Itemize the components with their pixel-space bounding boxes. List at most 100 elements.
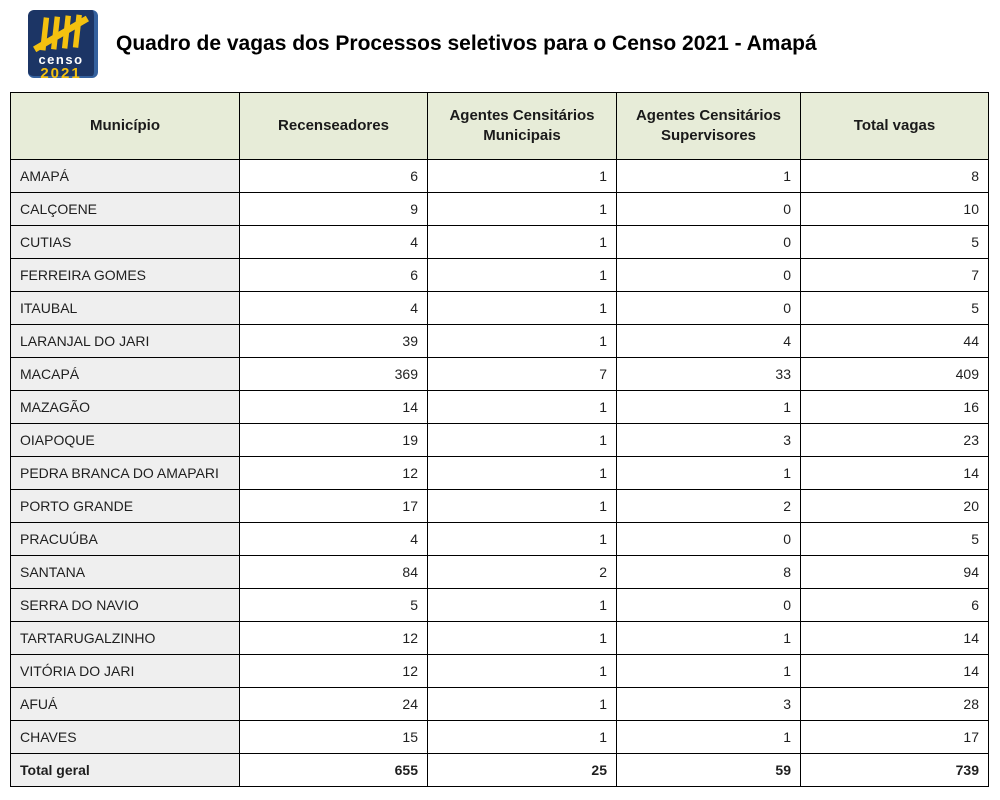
- logo-year-text: 2021: [40, 65, 82, 82]
- municipality-cell: PRACUÚBA: [10, 522, 240, 556]
- value-cell: 6: [800, 588, 989, 622]
- value-cell: 1: [616, 654, 801, 688]
- value-cell: 1: [616, 159, 801, 193]
- municipality-cell: AMAPÁ: [10, 159, 240, 193]
- value-cell: 4: [239, 522, 428, 556]
- table-row: ITAUBAL 4 1 0 5: [10, 291, 989, 325]
- value-cell: 0: [616, 291, 801, 325]
- value-cell: 4: [616, 324, 801, 358]
- municipality-cell: CHAVES: [10, 720, 240, 754]
- table-row: SANTANA 84 2 8 94: [10, 555, 989, 589]
- page-title: Quadro de vagas dos Processos seletivos …: [116, 32, 817, 55]
- vacancies-table: Município Recenseadores Agentes Censitár…: [10, 92, 989, 787]
- value-cell: 1: [427, 423, 617, 457]
- value-cell: 7: [800, 258, 989, 292]
- value-cell: 1: [427, 324, 617, 358]
- value-cell: 5: [239, 588, 428, 622]
- header-row: Município Recenseadores Agentes Censitár…: [10, 92, 989, 160]
- municipality-cell: MAZAGÃO: [10, 390, 240, 424]
- value-cell: 20: [800, 489, 989, 523]
- value-cell: 12: [239, 621, 428, 655]
- logo-censo-text: censo: [38, 52, 84, 67]
- table-row: FERREIRA GOMES 6 1 0 7: [10, 258, 989, 292]
- municipality-cell: OIAPOQUE: [10, 423, 240, 457]
- column-header-agentes-supervisores: Agentes Censitários Supervisores: [616, 92, 801, 160]
- total-value-cell: 59: [616, 753, 801, 787]
- censo-2021-logo: censo 2021: [28, 10, 98, 82]
- value-cell: 1: [427, 720, 617, 754]
- column-header-total-vagas: Total vagas: [800, 92, 989, 160]
- value-cell: 5: [800, 291, 989, 325]
- value-cell: 14: [800, 456, 989, 490]
- table-row: LARANJAL DO JARI 39 1 4 44: [10, 324, 989, 358]
- table-row: CHAVES 15 1 1 17: [10, 720, 989, 754]
- value-cell: 1: [427, 456, 617, 490]
- value-cell: 17: [239, 489, 428, 523]
- value-cell: 1: [427, 522, 617, 556]
- value-cell: 44: [800, 324, 989, 358]
- value-cell: 6: [239, 159, 428, 193]
- value-cell: 23: [800, 423, 989, 457]
- total-value-cell: 739: [800, 753, 989, 787]
- value-cell: 14: [800, 621, 989, 655]
- value-cell: 94: [800, 555, 989, 589]
- value-cell: 6: [239, 258, 428, 292]
- column-header-agentes-municipais: Agentes Censitários Municipais: [427, 92, 617, 160]
- total-label-cell: Total geral: [10, 753, 240, 787]
- municipality-cell: LARANJAL DO JARI: [10, 324, 240, 358]
- table-row: PRACUÚBA 4 1 0 5: [10, 522, 989, 556]
- value-cell: 409: [800, 357, 989, 391]
- total-row: Total geral 655 25 59 739: [10, 753, 989, 787]
- value-cell: 1: [427, 489, 617, 523]
- value-cell: 1: [427, 159, 617, 193]
- table-row: MAZAGÃO 14 1 1 16: [10, 390, 989, 424]
- value-cell: 1: [427, 258, 617, 292]
- value-cell: 0: [616, 225, 801, 259]
- value-cell: 0: [616, 258, 801, 292]
- value-cell: 4: [239, 291, 428, 325]
- value-cell: 1: [427, 390, 617, 424]
- value-cell: 9: [239, 192, 428, 226]
- value-cell: 1: [616, 621, 801, 655]
- value-cell: 15: [239, 720, 428, 754]
- page-header: censo 2021 Quadro de vagas dos Processos…: [0, 0, 1000, 82]
- municipality-cell: CUTIAS: [10, 225, 240, 259]
- table-row: TARTARUGALZINHO 12 1 1 14: [10, 621, 989, 655]
- total-value-cell: 25: [427, 753, 617, 787]
- value-cell: 3: [616, 423, 801, 457]
- municipality-cell: TARTARUGALZINHO: [10, 621, 240, 655]
- municipality-cell: PORTO GRANDE: [10, 489, 240, 523]
- value-cell: 14: [239, 390, 428, 424]
- value-cell: 10: [800, 192, 989, 226]
- value-cell: 1: [427, 654, 617, 688]
- value-cell: 4: [239, 225, 428, 259]
- value-cell: 5: [800, 522, 989, 556]
- value-cell: 0: [616, 522, 801, 556]
- table-row: AMAPÁ 6 1 1 8: [10, 159, 989, 193]
- table-row: MACAPÁ 369 7 33 409: [10, 357, 989, 391]
- municipality-cell: CALÇOENE: [10, 192, 240, 226]
- municipality-cell: PEDRA BRANCA DO AMAPARI: [10, 456, 240, 490]
- value-cell: 28: [800, 687, 989, 721]
- value-cell: 84: [239, 555, 428, 589]
- value-cell: 2: [427, 555, 617, 589]
- total-value-cell: 655: [239, 753, 428, 787]
- value-cell: 7: [427, 357, 617, 391]
- value-cell: 0: [616, 588, 801, 622]
- value-cell: 2: [616, 489, 801, 523]
- value-cell: 16: [800, 390, 989, 424]
- value-cell: 1: [427, 621, 617, 655]
- value-cell: 5: [800, 225, 989, 259]
- value-cell: 369: [239, 357, 428, 391]
- municipality-cell: SANTANA: [10, 555, 240, 589]
- table-row: SERRA DO NAVIO 5 1 0 6: [10, 588, 989, 622]
- value-cell: 14: [800, 654, 989, 688]
- value-cell: 3: [616, 687, 801, 721]
- value-cell: 1: [616, 390, 801, 424]
- value-cell: 8: [616, 555, 801, 589]
- municipality-cell: MACAPÁ: [10, 357, 240, 391]
- value-cell: 8: [800, 159, 989, 193]
- municipality-cell: VITÓRIA DO JARI: [10, 654, 240, 688]
- value-cell: 1: [616, 720, 801, 754]
